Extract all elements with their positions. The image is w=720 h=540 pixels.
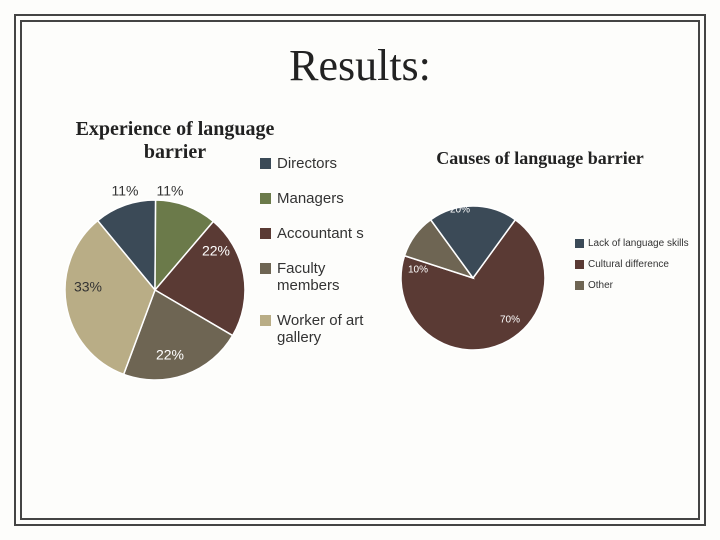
pie-slice-label: 10% [408, 265, 428, 276]
slide: Results: Experience of language barrier … [0, 0, 720, 540]
legend-label: Faculty members [277, 260, 370, 294]
legend-swatch [260, 315, 271, 326]
legend-swatch [575, 281, 584, 290]
legend-item: Managers [260, 190, 370, 207]
legend-item: Other [575, 280, 695, 291]
pie-slice-label: 20% [450, 205, 470, 216]
legend-label: Other [588, 280, 613, 291]
legend-item: Directors [260, 155, 370, 172]
legend-swatch [575, 239, 584, 248]
legend-label: Directors [277, 155, 337, 172]
legend-swatch [260, 193, 271, 204]
legend-item: Worker of art gallery [260, 312, 370, 346]
right-legend: Lack of language skills Cultural differen… [575, 238, 695, 301]
left-legend: Directors Managers Accountant s Faculty mem… [260, 155, 370, 364]
legend-swatch [260, 228, 271, 239]
legend-label: Cultural difference [588, 259, 669, 270]
legend-label: Worker of art gallery [277, 312, 370, 346]
legend-item: Faculty members [260, 260, 370, 294]
legend-swatch [260, 158, 271, 169]
legend-item: Accountant s [260, 225, 370, 242]
legend-item: Cultural difference [575, 259, 695, 270]
legend-item: Lack of language skills [575, 238, 695, 249]
legend-swatch [575, 260, 584, 269]
legend-label: Lack of language skills [588, 238, 689, 249]
pie-slice-label: 70% [500, 315, 520, 326]
legend-label: Managers [277, 190, 344, 207]
legend-label: Accountant s [277, 225, 364, 242]
legend-swatch [260, 263, 271, 274]
